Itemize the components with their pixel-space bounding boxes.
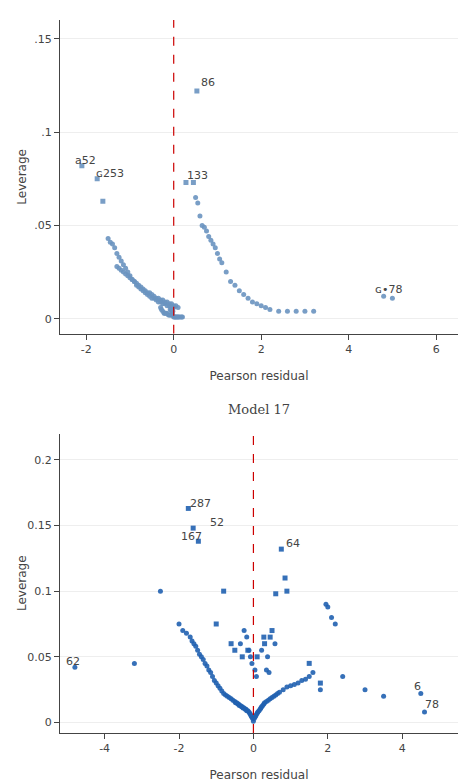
svg-text:Leverage: Leverage (15, 149, 29, 205)
svg-text:86: 86 (201, 76, 215, 89)
svg-text:Leverage: Leverage (15, 555, 29, 611)
svg-text:2: 2 (258, 343, 265, 356)
svg-text:0.15: 0.15 (27, 519, 52, 532)
svg-text:0: 0 (45, 313, 52, 326)
svg-text:ɢ•78: ɢ•78 (375, 283, 402, 296)
svg-text:0.1: 0.1 (34, 585, 52, 598)
svg-text:167: 167 (181, 530, 202, 543)
svg-text:-4: -4 (99, 742, 110, 755)
svg-text:ɢ253: ɢ253 (96, 167, 124, 180)
svg-text:Pearson residual: Pearson residual (209, 369, 308, 383)
svg-text:4: 4 (345, 343, 352, 356)
svg-text:0: 0 (45, 716, 52, 729)
svg-text:0.2: 0.2 (34, 454, 52, 467)
svg-text:a52: a52 (75, 154, 96, 167)
svg-text:0: 0 (250, 742, 257, 755)
svg-text:0: 0 (170, 343, 177, 356)
svg-text:62: 62 (66, 655, 80, 668)
svg-text:Model 17: Model 17 (228, 402, 290, 417)
svg-text:.05: .05 (34, 219, 52, 232)
svg-text:Pearson residual: Pearson residual (209, 768, 308, 782)
svg-text:-2: -2 (81, 343, 92, 356)
svg-text:287: 287 (190, 497, 211, 510)
svg-text:64: 64 (286, 537, 300, 550)
svg-text:6: 6 (433, 343, 440, 356)
svg-text:4: 4 (399, 742, 406, 755)
svg-text:2: 2 (324, 742, 331, 755)
svg-text:133: 133 (187, 169, 208, 182)
svg-text:0.05: 0.05 (27, 651, 52, 664)
svg-text:52: 52 (210, 516, 224, 529)
svg-text:6: 6 (414, 680, 421, 693)
svg-text:.1: .1 (41, 126, 52, 139)
svg-text:-2: -2 (174, 742, 185, 755)
svg-text:78: 78 (425, 698, 439, 711)
svg-text:.15: .15 (34, 33, 52, 46)
